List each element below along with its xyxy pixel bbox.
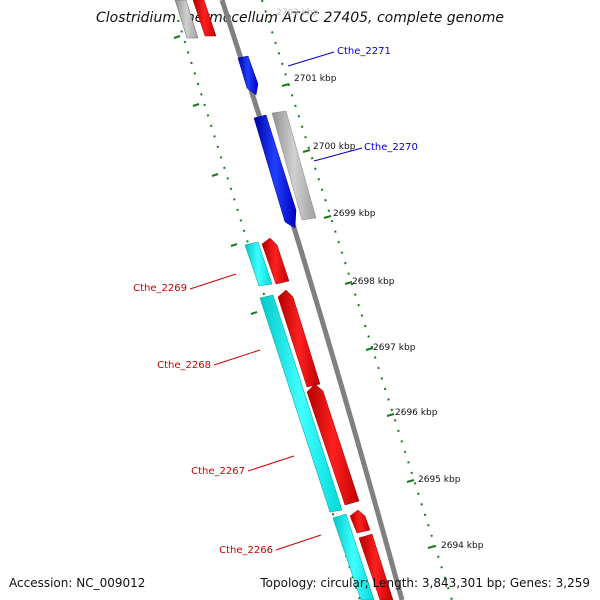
gene-label-cthe-2266: Cthe_2266 <box>219 545 273 556</box>
tick-label: 2698 kbp <box>352 277 395 287</box>
tick-label: 2699 kbp <box>333 209 376 219</box>
gene-cthe-2268-red <box>277 289 321 388</box>
major-ticks <box>173 35 436 549</box>
genome-summary-text: Topology: circular; Length: 3,843,301 bp… <box>260 576 590 590</box>
gene-cthe-2266-cyan <box>332 513 375 600</box>
gene-cthe-2266-red-b <box>358 533 394 600</box>
tick-label: 2695 kbp <box>418 475 461 485</box>
gene-cthe-2269-red <box>261 237 290 285</box>
tick-label-top-partial: 2702 kbp <box>276 8 319 18</box>
gene-cthe-2268-cyan <box>259 294 343 513</box>
tick-label: 2700 kbp <box>313 142 356 152</box>
tick-label: 2701 kbp <box>294 74 337 84</box>
gene-cthe-2271 <box>237 55 259 96</box>
chromosome-backbone <box>219 0 405 600</box>
gene-gray-block <box>271 110 317 221</box>
tick-label: 2697 kbp <box>373 343 416 353</box>
gene-cthe-2270 <box>253 114 297 229</box>
gene-label-leaders <box>189 51 363 551</box>
gene-cthe-2267-red <box>306 383 360 506</box>
accession-text: Accession: NC_009012 <box>9 576 146 590</box>
partial-gene-top-red <box>192 0 217 37</box>
tick-label: 2696 kbp <box>395 408 438 418</box>
gene-label-cthe-2269: Cthe_2269 <box>133 283 187 294</box>
gene-label-cthe-2268: Cthe_2268 <box>157 360 211 371</box>
gene-label-cthe-2270: Cthe_2270 <box>364 142 418 153</box>
gene-label-cthe-2271: Cthe_2271 <box>337 46 391 57</box>
partial-gene-top-gray <box>174 0 199 39</box>
tick-label: 2694 kbp <box>441 541 484 551</box>
gene-cthe-2266-red-a <box>349 509 371 534</box>
gene-cthe-2269-cyan <box>244 241 273 287</box>
gene-label-cthe-2267: Cthe_2267 <box>191 466 245 477</box>
